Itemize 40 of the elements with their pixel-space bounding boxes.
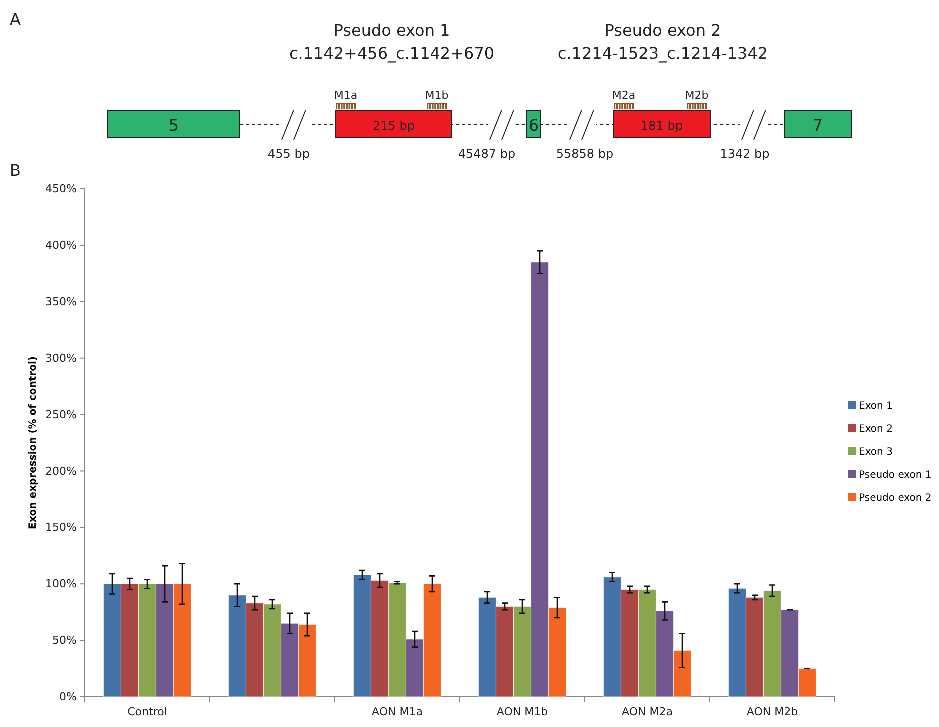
legend-label: Exon 1 [859, 401, 893, 412]
text: 1342 bp [720, 147, 770, 161]
y-tick-label: 300% [46, 352, 77, 365]
y-tick-label: 350% [46, 295, 77, 308]
y-tick-label: 200% [46, 464, 77, 478]
text: M2a [612, 89, 636, 102]
x-tick-label: AON M1b [496, 705, 548, 718]
text: 215 bp [373, 119, 415, 133]
text: Pseudo exon 2 [604, 21, 722, 40]
text: 7 [812, 116, 824, 135]
text: Pseudo exon 1 [334, 21, 450, 40]
legend-label: Exon 2 [859, 424, 893, 435]
text: M1b [425, 89, 449, 102]
y-tick-label: 450% [46, 182, 77, 196]
text: B [10, 161, 21, 180]
text: c.1214-1523_c.1214-1342 [558, 44, 768, 63]
text: 45487 bp [458, 147, 516, 161]
x-tick-label: AON M2b [746, 705, 798, 718]
text: M1a [334, 89, 358, 102]
text: c.1142+456_c.1142+670 [289, 44, 495, 63]
text: 6 [528, 116, 540, 135]
x-tick-label: AON M1a [372, 705, 423, 718]
x-tick-label: Control [128, 705, 168, 718]
legend-label: Exon 3 [859, 447, 893, 458]
y-tick-label: 50% [52, 634, 77, 648]
y-tick-label: 100% [46, 578, 77, 591]
text: 181 bp [641, 119, 683, 133]
legend-label: Pseudo exon 1 [859, 470, 932, 481]
text: A [10, 10, 21, 29]
y-axis-title: Exon expression (% of control) [28, 356, 39, 530]
x-tick-label: AON M2a [622, 705, 673, 718]
y-tick-label: 250% [46, 408, 77, 422]
text: 5 [168, 116, 180, 135]
text: 55858 bp [556, 147, 614, 161]
y-tick-label: 150% [46, 521, 77, 534]
y-tick-label: 0% [60, 690, 77, 704]
y-tick-label: 400% [46, 238, 77, 252]
legend-label: Pseudo exon 2 [859, 493, 932, 504]
text: 455 bp [268, 147, 310, 161]
text: M2b [685, 89, 709, 102]
